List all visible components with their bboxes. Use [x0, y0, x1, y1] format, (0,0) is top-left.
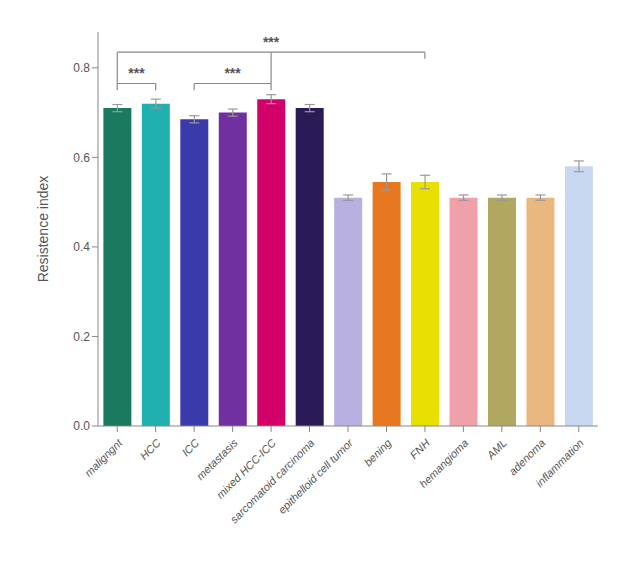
svg-text:0.8: 0.8: [73, 61, 90, 75]
svg-text:epithelloid cell tumor: epithelloid cell tumor: [276, 436, 356, 516]
svg-text:ICC: ICC: [179, 437, 201, 459]
svg-text:0.2: 0.2: [73, 330, 90, 344]
svg-text:AML: AML: [484, 437, 509, 462]
svg-text:metastasis: metastasis: [194, 436, 240, 483]
svg-text:sarcomatoid carcinoma: sarcomatoid carcinoma: [227, 436, 317, 526]
svg-text:***: ***: [128, 65, 145, 81]
svg-text:inflammation: inflammation: [533, 437, 586, 490]
svg-text:bening: bening: [362, 436, 394, 468]
svg-text:mixed HCC-ICC: mixed HCC-ICC: [213, 436, 279, 501]
svg-text:Resistence index: Resistence index: [35, 176, 51, 283]
svg-text:***: ***: [263, 34, 280, 50]
svg-text:0.6: 0.6: [73, 151, 90, 165]
svg-text:HCC: HCC: [137, 437, 162, 462]
svg-text:hemangioma: hemangioma: [417, 437, 470, 490]
svg-text:***: ***: [224, 65, 241, 81]
svg-text:FNH: FNH: [408, 437, 433, 462]
svg-text:0.0: 0.0: [73, 419, 90, 433]
svg-text:0.4: 0.4: [73, 240, 90, 254]
svg-text:maligngnt: maligngnt: [82, 436, 125, 479]
svg-text:adenoma: adenoma: [506, 436, 548, 478]
